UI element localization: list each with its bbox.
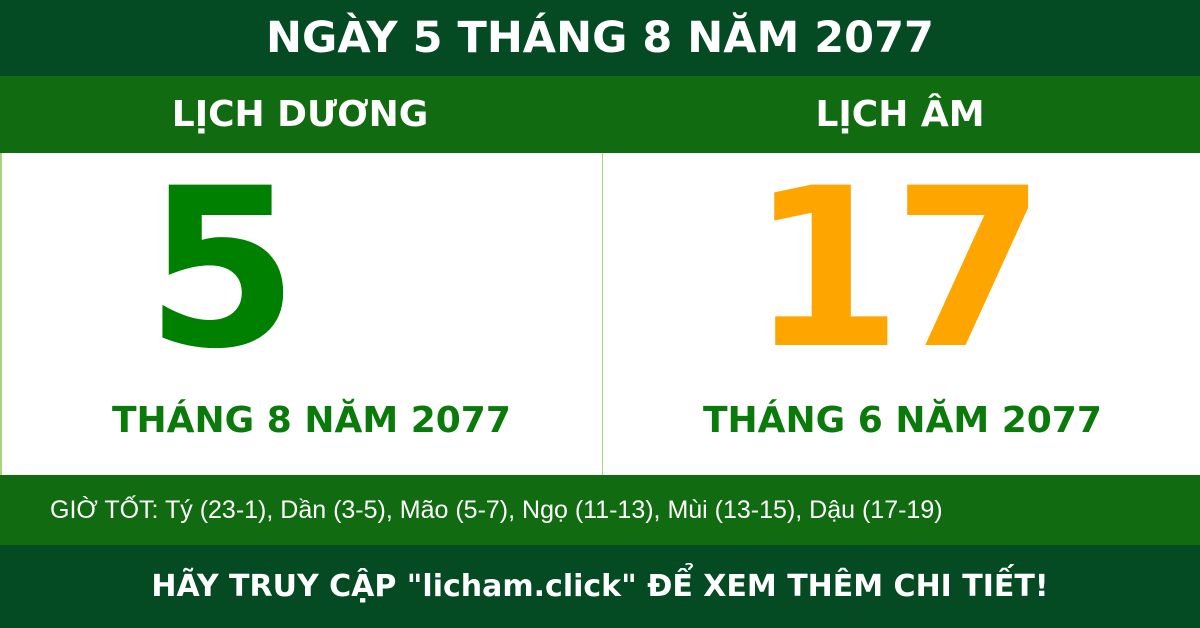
lunar-panel: 17 THÁNG 6 NĂM 2077 [602, 153, 1200, 475]
page-title: NGÀY 5 THÁNG 8 NĂM 2077 [0, 0, 1200, 76]
calendar-headers: LỊCH DƯƠNG LỊCH ÂM [0, 76, 1200, 153]
lunar-month-year: THÁNG 6 NĂM 2077 [703, 400, 1102, 441]
solar-day: 5 [145, 155, 299, 383]
footer-cta: HÃY TRUY CẬP "licham.click" ĐỂ XEM THÊM … [0, 545, 1200, 628]
lunar-day: 17 [749, 155, 1045, 383]
calendar-body: 5 THÁNG 8 NĂM 2077 17 THÁNG 6 NĂM 2077 [0, 153, 1200, 475]
good-hours: GIỜ TỐT: Tý (23-1), Dần (3-5), Mão (5-7)… [0, 475, 1200, 545]
solar-header: LỊCH DƯƠNG [171, 94, 429, 135]
solar-month-year: THÁNG 8 NĂM 2077 [112, 400, 511, 441]
solar-panel: 5 THÁNG 8 NĂM 2077 [2, 153, 602, 475]
lunar-header: LỊCH ÂM [815, 94, 985, 135]
